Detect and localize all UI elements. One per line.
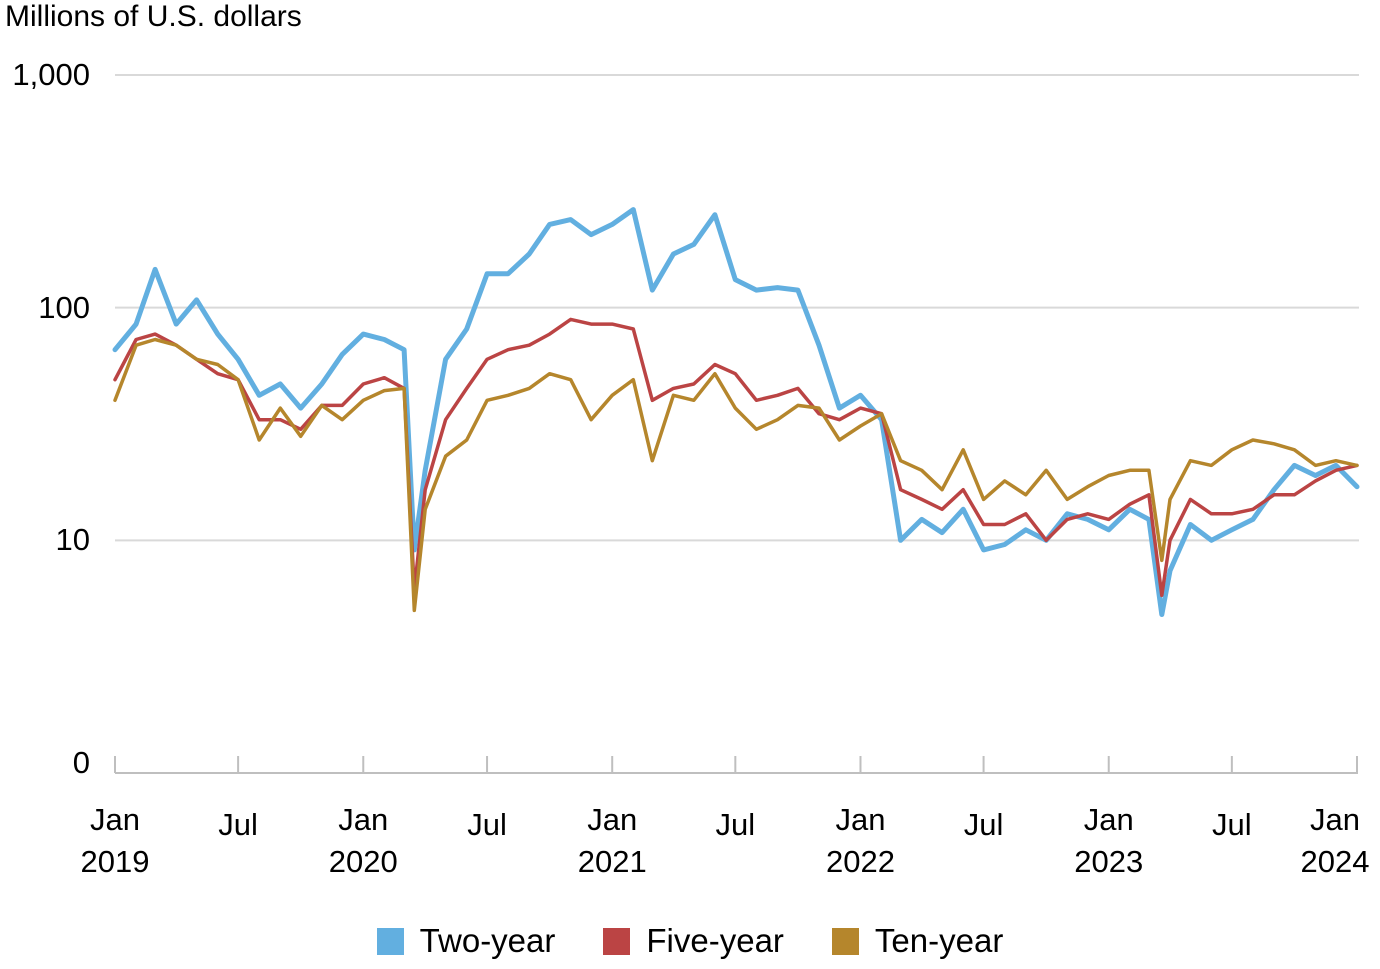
x-tick-label-line: Jul bbox=[963, 807, 1004, 842]
x-tick-label-line: 2022 bbox=[825, 844, 895, 879]
x-tick-label: Jan 2023 bbox=[1049, 799, 1169, 883]
x-tick-label: Jul bbox=[924, 804, 1044, 846]
x-tick-label-line: 2019 bbox=[80, 844, 150, 879]
legend-label: Two-year bbox=[419, 922, 556, 959]
legend-item: Five-year bbox=[603, 922, 784, 960]
y-tick-label: 10 bbox=[55, 522, 90, 558]
x-tick-label-line: Jul bbox=[467, 807, 507, 842]
legend-swatch bbox=[376, 927, 404, 955]
legend-item: Ten-year bbox=[831, 922, 1004, 960]
x-tick-label: Jan 2020 bbox=[303, 799, 423, 883]
legend: Two-year Five-year Ten-year bbox=[0, 922, 1380, 960]
x-tick-label-line: Jan bbox=[587, 802, 638, 837]
series-line-ten-year bbox=[113, 337, 1359, 613]
x-tick-label: Jan 2019 bbox=[55, 799, 175, 883]
y-tick-label: 1,000 bbox=[12, 57, 90, 92]
legend-label: Five-year bbox=[646, 922, 784, 959]
x-tick-label-line: Jan bbox=[90, 802, 140, 837]
x-tick-label-line: 2021 bbox=[577, 844, 647, 879]
x-tick-label-line: Jan bbox=[835, 802, 886, 837]
legend-item: Two-year bbox=[376, 922, 556, 960]
x-tick-label: Jul bbox=[427, 804, 547, 846]
x-tick-label-line: Jan bbox=[1083, 802, 1134, 837]
x-tick-label: Jul bbox=[1172, 804, 1292, 846]
legend-label: Ten-year bbox=[874, 922, 1004, 959]
y-tick-label: 100 bbox=[38, 289, 90, 325]
x-tick-label: Jan 2024 bbox=[1275, 799, 1380, 883]
legend-swatch bbox=[603, 927, 631, 955]
x-tick-label-line: 2020 bbox=[328, 844, 398, 879]
x-tick-label-line: 2024 bbox=[1300, 844, 1370, 879]
series-line-five-year bbox=[113, 317, 1359, 598]
x-tick-label: Jul bbox=[178, 804, 298, 846]
series-line-two-year bbox=[112, 207, 1360, 617]
legend-swatch bbox=[831, 927, 859, 955]
x-tick-label-line: Jan bbox=[1310, 802, 1360, 837]
x-tick-label-line: Jan bbox=[338, 802, 389, 837]
y-tick-label: 0 bbox=[72, 745, 90, 780]
x-tick-label-line: 2023 bbox=[1074, 844, 1144, 879]
x-tick-label: Jan 2021 bbox=[552, 799, 672, 883]
y-axis-title: Millions of U.S. dollars bbox=[5, 0, 302, 33]
x-tick-label-line: Jul bbox=[218, 807, 258, 842]
x-tick-label-line: Jul bbox=[715, 807, 756, 842]
x-tick-label-line: Jul bbox=[1212, 807, 1252, 842]
x-tick-label: Jul bbox=[675, 804, 795, 846]
x-tick-label: Jan 2022 bbox=[800, 799, 920, 883]
